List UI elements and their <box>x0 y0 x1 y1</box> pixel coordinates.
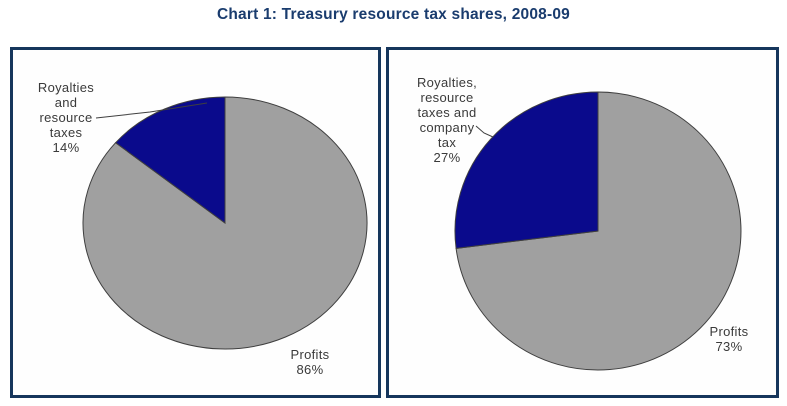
pie-chart-right <box>454 91 742 371</box>
callout-leader-line <box>475 125 494 138</box>
pie-right-profits-label: Profits 73% <box>709 324 749 354</box>
pie-slice-profits <box>455 91 742 371</box>
pie-right-royalties-label: Royalties, resource taxes and company ta… <box>416 75 478 165</box>
pie-left-profits-label: Profits 86% <box>290 347 330 377</box>
callout-leader-line <box>95 102 208 119</box>
pie-left-royalties-label: Royalties and resource taxes 14% <box>37 80 95 155</box>
chart-title: Chart 1: Treasury resource tax shares, 2… <box>217 6 570 23</box>
pie-panel-right: Royalties, resource taxes and company ta… <box>386 47 779 398</box>
pie-slice-royalties-and-resource-taxes <box>114 96 226 224</box>
pie-panel-left: Royalties and resource taxes 14% Profits… <box>10 47 381 398</box>
pie-chart-left <box>82 96 368 350</box>
pie-slice-royalties-resource-taxes-and-company-tax <box>454 91 599 249</box>
